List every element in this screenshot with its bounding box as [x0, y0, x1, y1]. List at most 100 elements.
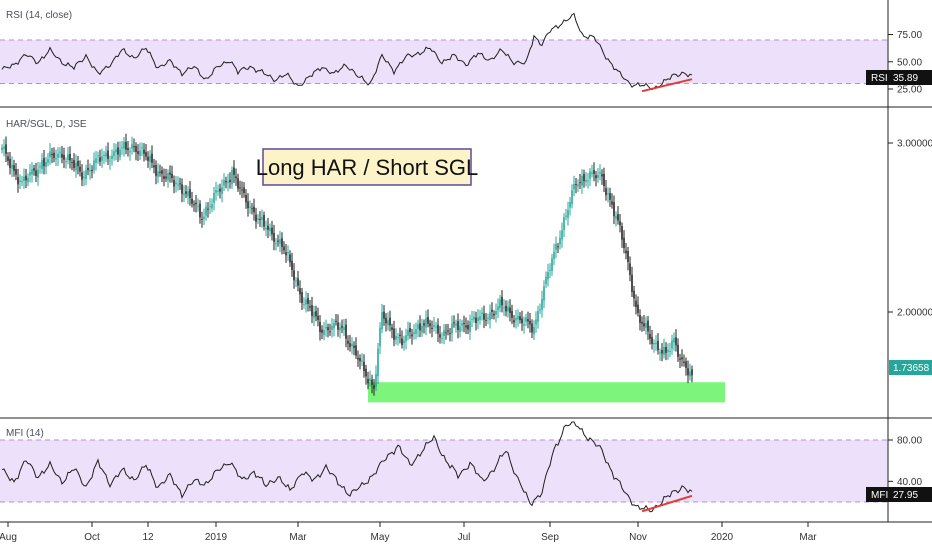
- candle-body: [539, 309, 541, 311]
- candle-body: [643, 323, 645, 327]
- candle: [143, 143, 145, 162]
- candle-body: [685, 361, 687, 368]
- candle: [427, 309, 429, 328]
- candle: [633, 285, 635, 307]
- candle: [277, 234, 279, 247]
- candle: [13, 159, 15, 177]
- candle-body: [419, 323, 421, 331]
- candle-body: [97, 155, 99, 157]
- candle: [393, 320, 395, 347]
- candle: [359, 354, 361, 370]
- candle: [499, 294, 501, 313]
- candle: [565, 208, 567, 221]
- candle: [73, 153, 75, 172]
- candle-body: [339, 327, 341, 331]
- candle-body: [369, 378, 371, 382]
- candle: [639, 309, 641, 331]
- candle-body: [399, 334, 401, 336]
- candle-body: [39, 166, 41, 168]
- candle-body: [195, 202, 197, 205]
- candle-body: [395, 335, 397, 340]
- candle-body: [251, 208, 253, 210]
- candle-body: [235, 176, 237, 179]
- candle: [457, 313, 459, 339]
- candle-body: [157, 171, 159, 177]
- candle: [377, 342, 379, 385]
- candle-body: [329, 331, 331, 333]
- candle-body: [245, 195, 247, 203]
- candle: [151, 145, 153, 169]
- candle-body: [277, 240, 279, 242]
- candle: [465, 317, 467, 334]
- rsi-value-tag: RSI 35.89: [866, 70, 932, 85]
- candle-body: [233, 167, 235, 175]
- candle-body: [403, 340, 405, 344]
- candle-body: [379, 327, 381, 347]
- candle: [651, 329, 653, 350]
- candle: [345, 318, 347, 348]
- candle: [163, 168, 165, 187]
- candle-body: [591, 172, 593, 174]
- candle: [485, 312, 487, 327]
- candle: [447, 323, 449, 336]
- candle-body: [607, 193, 609, 195]
- candle-body: [75, 162, 77, 171]
- candle: [645, 316, 647, 335]
- candle-body: [639, 315, 641, 323]
- candle: [145, 143, 147, 161]
- candle: [605, 179, 607, 201]
- candle-body: [137, 151, 139, 154]
- candle-body: [123, 141, 125, 149]
- candle: [127, 140, 129, 157]
- candle-body: [113, 151, 115, 157]
- candle: [629, 256, 631, 282]
- candle-body: [221, 187, 223, 194]
- candle-body: [609, 193, 611, 200]
- candle: [257, 214, 259, 225]
- candle: [109, 155, 111, 170]
- candle-body: [165, 176, 167, 179]
- candle-body: [17, 177, 19, 185]
- candle-body: [271, 227, 273, 235]
- candle-body: [615, 215, 617, 219]
- candle: [275, 238, 277, 251]
- candle: [207, 202, 209, 218]
- candle-body: [417, 324, 419, 329]
- candle-body: [659, 352, 661, 354]
- candle-body: [27, 177, 29, 183]
- candle-body: [511, 310, 513, 318]
- candle: [567, 201, 569, 226]
- candle: [61, 145, 63, 164]
- candle-body: [503, 307, 505, 309]
- candle: [33, 164, 35, 176]
- candle: [635, 294, 637, 315]
- candle: [167, 169, 169, 188]
- candle-body: [163, 176, 165, 179]
- candle: [547, 263, 549, 287]
- candle: [295, 276, 297, 288]
- candle: [281, 232, 283, 255]
- candle: [423, 319, 425, 334]
- candle-body: [241, 189, 243, 191]
- candle-body: [401, 338, 403, 345]
- candle-body: [371, 379, 373, 385]
- candle-body: [133, 146, 135, 148]
- candle: [259, 211, 261, 227]
- candle: [685, 357, 687, 376]
- candle: [161, 166, 163, 183]
- candle-body: [153, 165, 155, 168]
- candle-body: [563, 217, 565, 230]
- candle-body: [227, 181, 229, 184]
- candle-body: [501, 296, 503, 306]
- candle: [255, 207, 257, 229]
- candle: [537, 305, 539, 329]
- candle-body: [621, 226, 623, 240]
- candle-body: [107, 150, 109, 160]
- candle: [341, 319, 343, 334]
- candle: [435, 321, 437, 334]
- candle-body: [293, 270, 295, 281]
- candle: [63, 147, 65, 169]
- candle: [563, 213, 565, 238]
- candle-body: [249, 206, 251, 208]
- candle-body: [81, 172, 83, 180]
